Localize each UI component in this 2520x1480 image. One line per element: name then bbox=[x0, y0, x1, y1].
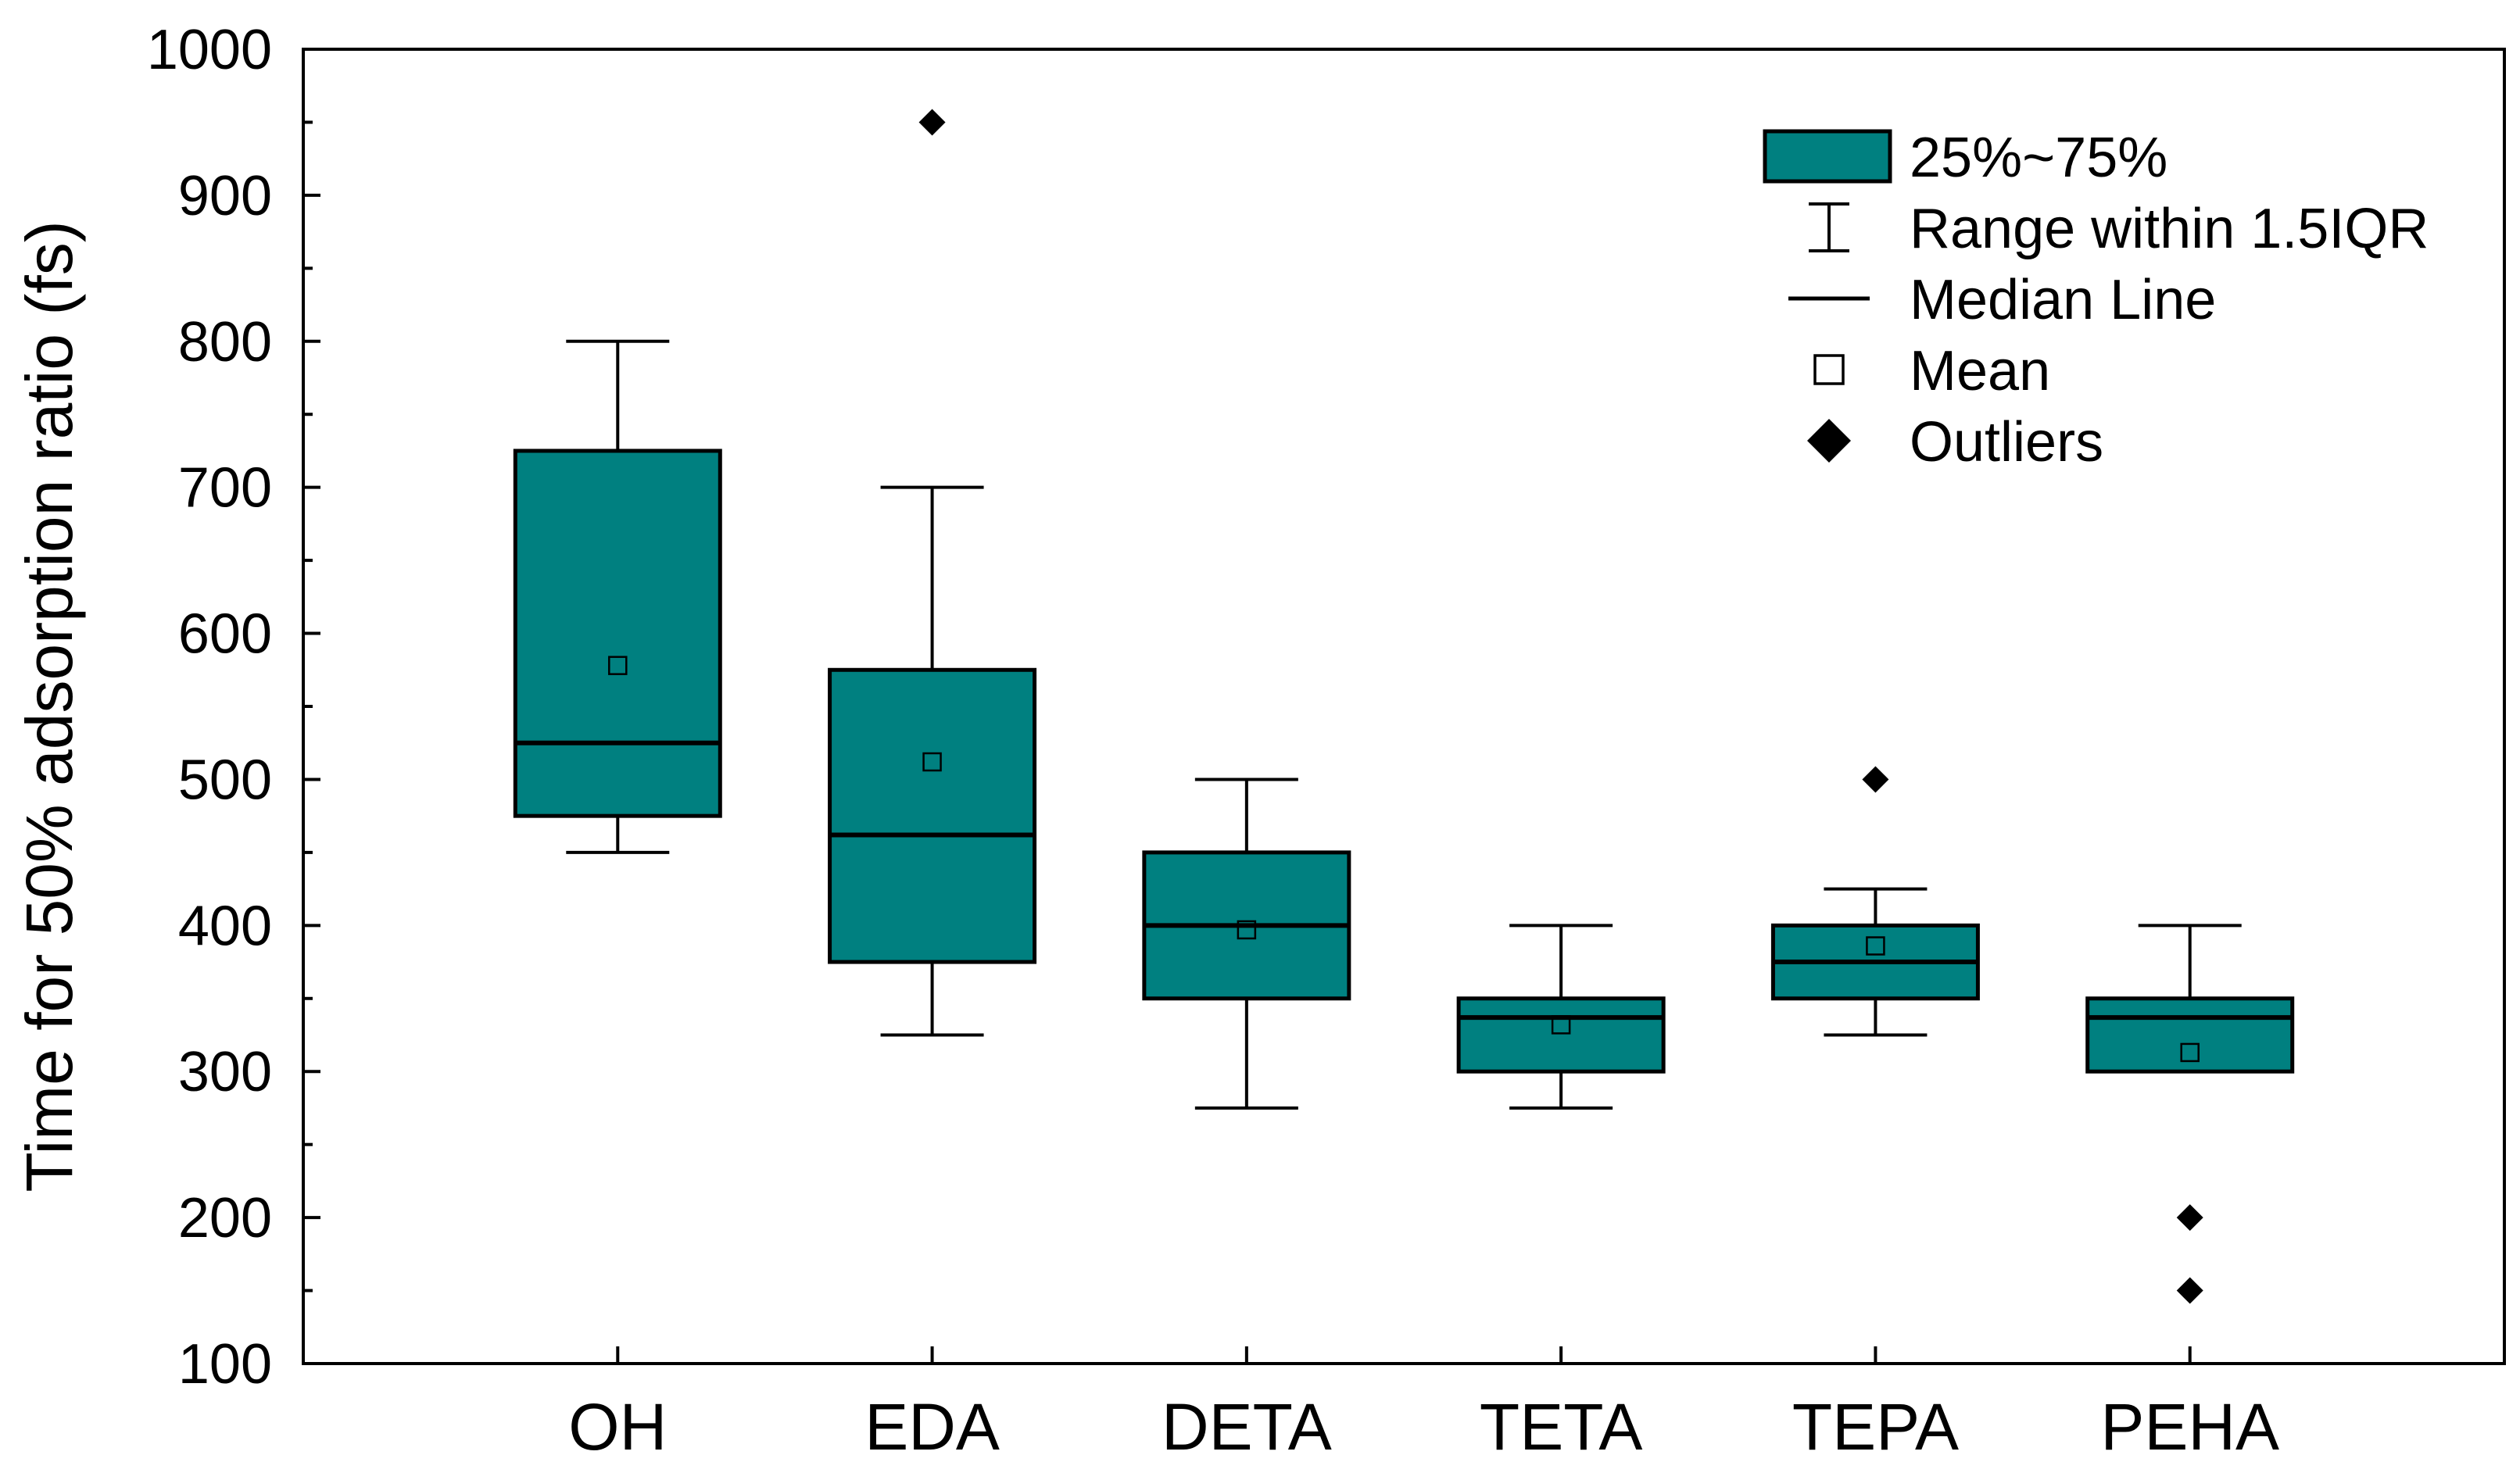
legend-mean-symbol bbox=[1813, 354, 1845, 385]
legend-label: Mean bbox=[1910, 340, 2050, 402]
outlier-point bbox=[2176, 1277, 2203, 1304]
y-tick-label: 400 bbox=[178, 895, 272, 957]
box-group-eda bbox=[828, 109, 1037, 1037]
legend-item-mean: Mean bbox=[1813, 340, 2050, 402]
mean-marker bbox=[1237, 920, 1257, 940]
mean-marker bbox=[608, 656, 628, 675]
outlier-point bbox=[2176, 1204, 2203, 1232]
legend-label: Median Line bbox=[1910, 269, 2216, 331]
mean-marker bbox=[922, 752, 942, 772]
box-iqr bbox=[2085, 996, 2295, 1074]
box-group-peha bbox=[2085, 924, 2295, 1304]
box-iqr bbox=[828, 667, 1037, 964]
legend-item-box: 25%~75% bbox=[1763, 127, 2167, 189]
box-group-teta bbox=[1456, 924, 1666, 1110]
y-tick-label: 500 bbox=[178, 749, 272, 811]
y-tick-label: 1000 bbox=[147, 19, 272, 81]
legend-label: Range within 1.5IQR bbox=[1910, 198, 2429, 260]
y-tick-label: 700 bbox=[178, 457, 272, 520]
y-tick-label: 100 bbox=[178, 1333, 272, 1396]
y-tick-label: 200 bbox=[178, 1187, 272, 1249]
box-group-oh bbox=[513, 339, 722, 854]
legend-item-outlier: Outliers bbox=[1807, 411, 2103, 474]
y-tick-label: 300 bbox=[178, 1041, 272, 1103]
x-tick-label: PEHA bbox=[2100, 1390, 2279, 1464]
box-iqr bbox=[513, 449, 722, 818]
x-tick-label: OH bbox=[568, 1390, 667, 1464]
x-tick-label: EDA bbox=[864, 1390, 1000, 1464]
outlier-point bbox=[1862, 766, 1889, 793]
mean-marker bbox=[1551, 1015, 1571, 1035]
x-tick-label: TETA bbox=[1480, 1390, 1642, 1464]
x-tick-label: DETA bbox=[1162, 1390, 1332, 1464]
axes-layer: 100 200 300 400 500 600 700 800 900 1000 Time for … bbox=[13, 19, 2506, 1464]
box-iqr bbox=[1456, 996, 1666, 1074]
x-tick-label: TEPA bbox=[1792, 1390, 1959, 1464]
box-group-deta bbox=[1142, 778, 1351, 1110]
y-axis-label: Time for 50% adsorption ratio (fs) bbox=[13, 220, 86, 1192]
mean-marker bbox=[1866, 936, 1885, 956]
legend-label: Outliers bbox=[1910, 411, 2103, 474]
box-group-tepa bbox=[1770, 766, 1980, 1037]
outlier-point bbox=[918, 109, 946, 136]
legend-item-median: Median Line bbox=[1788, 269, 2216, 331]
plot-layer bbox=[513, 109, 2295, 1304]
y-tick-label: 600 bbox=[178, 603, 272, 666]
mean-marker bbox=[2180, 1042, 2200, 1063]
y-tick-label: 900 bbox=[178, 165, 272, 227]
legend-box-swatch bbox=[1763, 129, 1892, 184]
legend-label: 25%~75% bbox=[1910, 127, 2167, 189]
y-tick-label: 800 bbox=[178, 311, 272, 374]
legend-outlier-symbol bbox=[1807, 419, 1851, 463]
legend: 25%~75% Range within 1.5IQR Median Line Mea… bbox=[1763, 127, 2429, 474]
legend-item-whisker: Range within 1.5IQR bbox=[1809, 198, 2429, 260]
